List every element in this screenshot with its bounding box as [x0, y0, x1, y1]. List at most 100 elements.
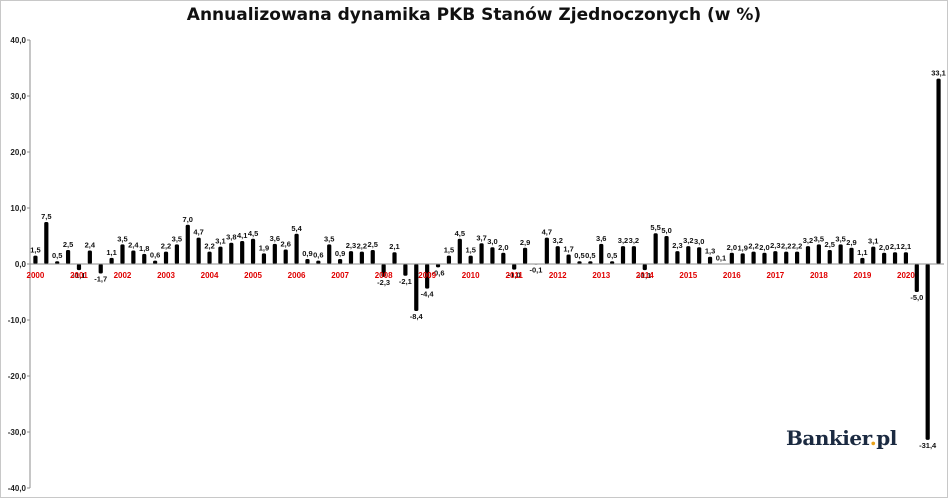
bar — [76, 264, 82, 271]
bar — [903, 252, 909, 264]
data-label: 4,5 — [248, 229, 258, 238]
year-label: 2020 — [897, 271, 915, 280]
bar — [327, 244, 332, 264]
data-label: 2,3 — [346, 241, 356, 250]
bar — [283, 249, 288, 264]
bar — [403, 264, 408, 276]
bar — [490, 247, 495, 264]
data-label: 2,5 — [63, 240, 73, 249]
bar — [240, 241, 245, 264]
data-label: 2,3 — [672, 241, 682, 250]
bar — [816, 244, 821, 264]
bar — [795, 251, 800, 264]
year-label: 2016 — [723, 271, 741, 280]
bar — [261, 253, 267, 264]
data-label: 1,5 — [30, 246, 40, 255]
bar — [142, 253, 147, 264]
bar — [468, 255, 473, 264]
data-label: 3,6 — [270, 234, 280, 243]
bar — [707, 256, 713, 264]
y-tick-label: 20,0 — [10, 148, 26, 157]
bar — [805, 246, 811, 264]
data-label: -0,1 — [529, 266, 542, 275]
data-label: 2,9 — [846, 238, 856, 247]
data-label: 0,6 — [150, 251, 160, 260]
bar — [174, 244, 179, 264]
year-label: 2004 — [201, 271, 219, 280]
data-label: 1,9 — [737, 243, 747, 252]
bar — [370, 250, 375, 264]
year-label: 2006 — [288, 271, 306, 280]
data-label: 1,7 — [563, 244, 573, 253]
bar — [599, 243, 604, 264]
bar — [642, 264, 647, 271]
data-label: 2,6 — [280, 239, 290, 248]
y-tick-label: -30,0 — [8, 428, 27, 437]
bar — [751, 251, 756, 264]
bar — [729, 252, 734, 264]
data-label: 3,0 — [694, 237, 704, 246]
bar — [425, 264, 430, 289]
bar — [272, 243, 277, 264]
bar — [229, 242, 234, 264]
data-label: -1,0 — [508, 271, 521, 280]
bar — [65, 250, 71, 264]
bar — [566, 254, 571, 264]
data-label: 2,2 — [204, 242, 214, 251]
bar — [479, 243, 484, 264]
data-label: 4,1 — [237, 231, 247, 240]
year-label: 2011 — [506, 271, 524, 280]
data-label: 5,0 — [661, 226, 671, 235]
data-label: 3,2 — [618, 236, 628, 245]
logo-text: Bankier — [786, 426, 870, 450]
y-tick-label: -20,0 — [8, 372, 27, 381]
bar — [544, 237, 549, 264]
data-label: 0,5 — [52, 251, 62, 260]
data-label: -2,1 — [399, 277, 412, 286]
bar — [501, 252, 506, 264]
data-label: 2,2 — [357, 242, 367, 251]
data-label: -1,1 — [72, 271, 85, 280]
y-tick-label: 40,0 — [10, 36, 26, 45]
data-label: 1,5 — [444, 246, 454, 255]
data-label: 1,8 — [139, 244, 149, 253]
data-label: -0,6 — [432, 268, 445, 277]
data-label: 3,1 — [868, 237, 878, 246]
bar — [936, 78, 941, 264]
data-label: 2,2 — [748, 242, 758, 251]
data-label: 4,7 — [542, 228, 552, 237]
data-label: 33,1 — [931, 69, 946, 78]
y-tick-label: -10,0 — [8, 316, 27, 325]
data-label: 3,2 — [553, 236, 563, 245]
data-label: 1,1 — [106, 248, 116, 257]
data-label: 2,4 — [128, 241, 139, 250]
year-label: 2012 — [549, 271, 567, 280]
data-label: -1,7 — [94, 275, 107, 284]
bar — [653, 233, 658, 264]
year-label: 2018 — [810, 271, 828, 280]
bar — [555, 246, 560, 264]
data-label: 1,5 — [465, 246, 475, 255]
logo-dot: . — [869, 426, 877, 450]
bar — [55, 261, 60, 264]
bar — [697, 247, 702, 264]
data-label: 2,0 — [759, 243, 769, 252]
year-label: 2013 — [592, 271, 610, 280]
bar — [838, 244, 843, 264]
data-label: 3,1 — [215, 237, 225, 246]
data-label: 7,0 — [183, 215, 193, 224]
data-label: 2,2 — [781, 242, 791, 251]
bar — [457, 238, 462, 264]
data-label: 3,6 — [596, 234, 606, 243]
bar — [740, 253, 745, 264]
year-label: 2007 — [331, 271, 349, 280]
data-label: 3,8 — [226, 233, 236, 242]
data-label: 3,5 — [814, 234, 824, 243]
bar — [882, 252, 887, 264]
bar — [512, 264, 517, 270]
bar — [359, 251, 364, 264]
bar — [109, 257, 114, 264]
bankier-logo: Bankier.pl — [786, 426, 897, 450]
data-label: 3,2 — [803, 236, 813, 245]
data-label: 0,9 — [335, 249, 345, 258]
